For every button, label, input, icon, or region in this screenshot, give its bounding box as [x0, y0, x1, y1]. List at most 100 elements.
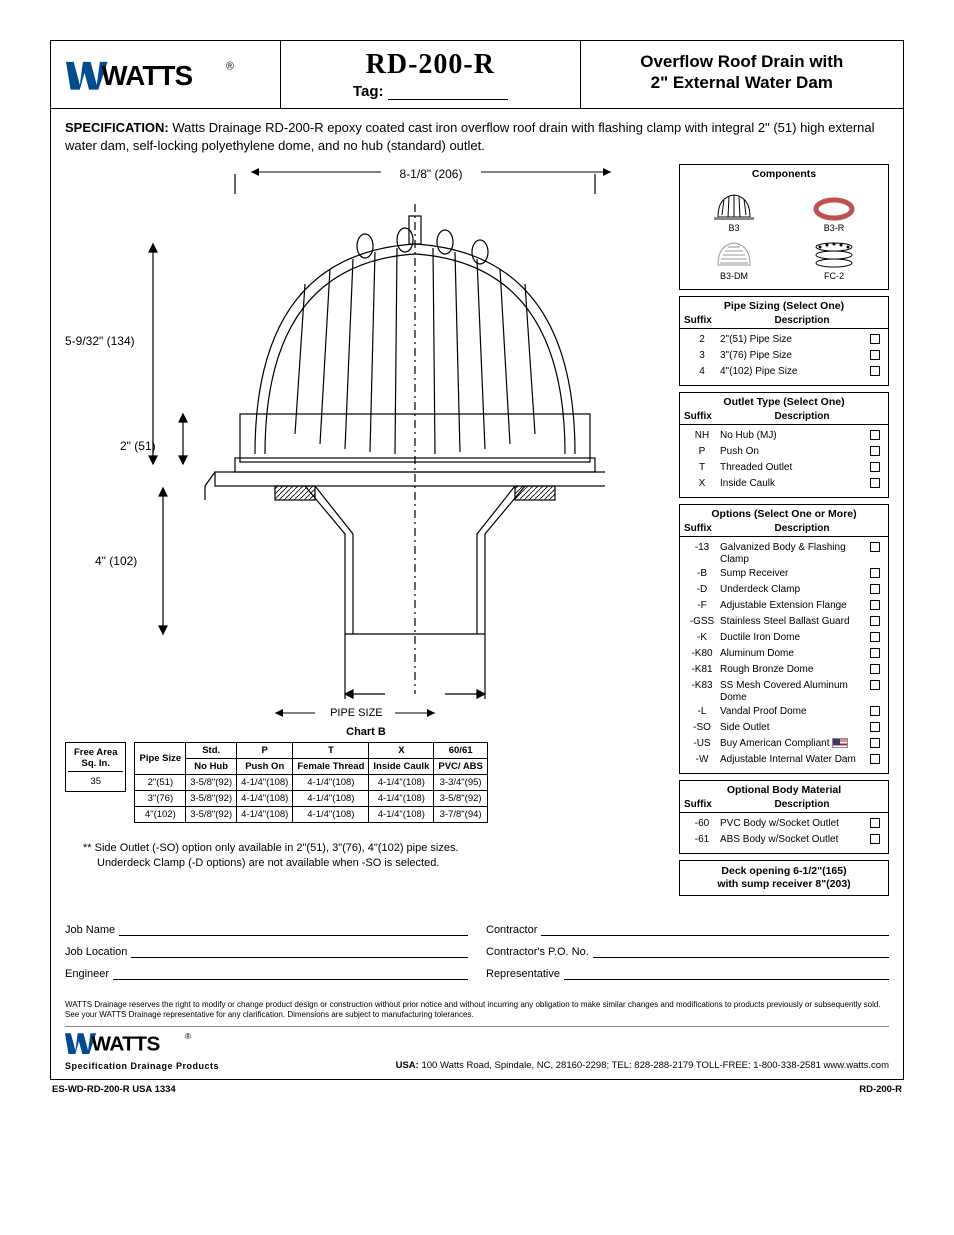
- note-line-2: Underdeck Clamp (-D options) are not ava…: [83, 856, 667, 871]
- option-checkbox[interactable]: [870, 334, 880, 344]
- diagram: 8-1/8" (206) 5-9/32" (134) 2" (51) 4" (1…: [65, 164, 667, 724]
- footer-bar: Specification Drainage Products USA: 100…: [65, 1026, 889, 1071]
- option-checkbox[interactable]: [870, 632, 880, 642]
- pipe-sizing-panel: Pipe Sizing (Select One) SuffixDescripti…: [679, 296, 889, 386]
- document-footer: ES-WD-RD-200-R USA 1334 RD-200-R: [50, 1084, 904, 1095]
- brand-logo: [51, 41, 281, 108]
- engineer-label: Engineer: [65, 968, 109, 980]
- tag-input-line[interactable]: [388, 99, 508, 100]
- option-checkbox[interactable]: [870, 350, 880, 360]
- option-row: NHNo Hub (MJ): [684, 429, 884, 445]
- engineer-input[interactable]: [113, 968, 468, 980]
- option-checkbox[interactable]: [870, 616, 880, 626]
- table-row: 4"(102)3-5/8"(92)4-1/4"(108)4-1/4"(108)4…: [135, 807, 487, 823]
- option-checkbox[interactable]: [870, 738, 880, 748]
- option-checkbox[interactable]: [870, 648, 880, 658]
- po-input[interactable]: [593, 946, 889, 958]
- drain-drawing: [145, 174, 605, 714]
- option-suffix: -GSS: [684, 616, 720, 628]
- option-description: Sump Receiver: [720, 568, 870, 580]
- option-description: Aluminum Dome: [720, 648, 870, 660]
- us-flag-icon: [832, 738, 848, 748]
- option-suffix: -SO: [684, 722, 720, 734]
- contractor-input[interactable]: [541, 924, 889, 936]
- header: RD-200-R Tag: Overflow Roof Drain with 2…: [51, 41, 903, 109]
- option-suffix: -13: [684, 542, 720, 554]
- option-row: -LVandal Proof Dome: [684, 705, 884, 721]
- dim-height-3: 4" (102): [95, 554, 137, 568]
- option-description: Vandal Proof Dome: [720, 706, 870, 718]
- option-row: -DUnderdeck Clamp: [684, 583, 884, 599]
- option-row: XInside Caulk: [684, 477, 884, 493]
- option-row: -K83SS Mesh Covered Aluminum Dome: [684, 679, 884, 705]
- job-location-input[interactable]: [131, 946, 468, 958]
- component-b3dm: B3-DM: [712, 239, 756, 281]
- option-row: TThreaded Outlet: [684, 461, 884, 477]
- option-description: 3"(76) Pipe Size: [720, 350, 870, 362]
- option-description: Adjustable Extension Flange: [720, 600, 870, 612]
- option-checkbox[interactable]: [870, 542, 880, 552]
- option-row: -USBuy American Compliant: [684, 737, 884, 753]
- option-suffix: -60: [684, 818, 720, 830]
- options-panel: Options (Select One or More) SuffixDescr…: [679, 504, 889, 774]
- option-checkbox[interactable]: [870, 430, 880, 440]
- option-checkbox[interactable]: [870, 478, 880, 488]
- representative-input[interactable]: [564, 968, 889, 980]
- table-row: 3"(76)3-5/8"(92)4-1/4"(108)4-1/4"(108)4-…: [135, 791, 487, 807]
- option-checkbox[interactable]: [870, 706, 880, 716]
- option-description: Ductile Iron Dome: [720, 632, 870, 644]
- job-location-label: Job Location: [65, 946, 127, 958]
- option-checkbox[interactable]: [870, 366, 880, 376]
- option-description: SS Mesh Covered Aluminum Dome: [720, 680, 870, 704]
- contractor-label: Contractor: [486, 924, 537, 936]
- option-description: Inside Caulk: [720, 478, 870, 490]
- outlet-type-title: Outlet Type (Select One): [680, 393, 888, 411]
- option-row: -SOSide Outlet: [684, 721, 884, 737]
- option-checkbox[interactable]: [870, 584, 880, 594]
- model-number: RD-200-R: [291, 49, 570, 81]
- component-b3: B3: [712, 191, 756, 233]
- component-fc2: FC-2: [812, 239, 856, 281]
- product-title: Overflow Roof Drain with 2" External Wat…: [581, 41, 903, 108]
- chart-b: Free AreaSq. In. 35 Pipe Size Std.P TX 6…: [65, 742, 667, 823]
- option-checkbox[interactable]: [870, 446, 880, 456]
- chart-b-table: Pipe Size Std.P TX 60/61 No HubPush On F…: [134, 742, 487, 823]
- option-suffix: -D: [684, 584, 720, 596]
- option-description: No Hub (MJ): [720, 430, 870, 442]
- note-line-1: ** Side Outlet (-SO) option only availab…: [83, 841, 667, 856]
- tag-label: Tag:: [353, 83, 384, 100]
- dim-height-1: 5-9/32" (134): [65, 334, 135, 348]
- option-suffix: NH: [684, 430, 720, 442]
- free-area-header: Free AreaSq. In.: [68, 745, 123, 772]
- option-checkbox[interactable]: [870, 568, 880, 578]
- option-checkbox[interactable]: [870, 680, 880, 690]
- option-description: ABS Body w/Socket Outlet: [720, 834, 870, 846]
- option-suffix: -US: [684, 738, 720, 750]
- option-description: Push On: [720, 446, 870, 458]
- option-checkbox[interactable]: [870, 664, 880, 674]
- doc-code-left: ES-WD-RD-200-R USA 1334: [52, 1084, 176, 1095]
- doc-code-right: RD-200-R: [859, 1084, 902, 1095]
- option-description: Stainless Steel Ballast Guard: [720, 616, 870, 628]
- option-checkbox[interactable]: [870, 722, 880, 732]
- option-description: Threaded Outlet: [720, 462, 870, 474]
- job-name-label: Job Name: [65, 924, 115, 936]
- option-row: -GSSStainless Steel Ballast Guard: [684, 615, 884, 631]
- option-suffix: 3: [684, 350, 720, 362]
- option-checkbox[interactable]: [870, 462, 880, 472]
- page-border: RD-200-R Tag: Overflow Roof Drain with 2…: [50, 40, 904, 1080]
- option-checkbox[interactable]: [870, 834, 880, 844]
- components-title: Components: [680, 165, 888, 183]
- option-checkbox[interactable]: [870, 754, 880, 764]
- option-checkbox[interactable]: [870, 818, 880, 828]
- options-title: Options (Select One or More): [680, 505, 888, 523]
- job-name-input[interactable]: [119, 924, 468, 936]
- option-checkbox[interactable]: [870, 600, 880, 610]
- tag-line: Tag:: [291, 83, 570, 100]
- option-row: -13Galvanized Body & Flashing Clamp: [684, 541, 884, 567]
- chart-b-header-1: Pipe Size Std.P TX 60/61: [135, 743, 487, 759]
- option-suffix: P: [684, 446, 720, 458]
- option-description: Underdeck Clamp: [720, 584, 870, 596]
- footer-logo: Specification Drainage Products: [65, 1029, 225, 1071]
- chart-notes: ** Side Outlet (-SO) option only availab…: [65, 841, 667, 871]
